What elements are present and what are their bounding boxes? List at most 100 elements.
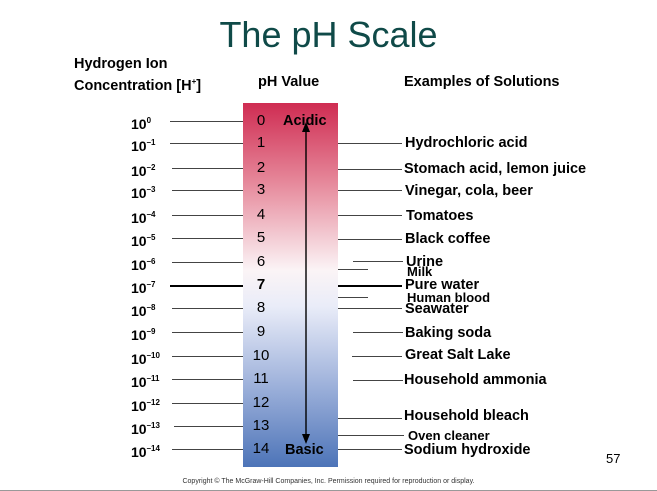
concentration-connector-line <box>172 403 243 404</box>
example-leader-line <box>338 143 402 144</box>
concentration-base: 10 <box>131 398 147 414</box>
example-leader-line <box>352 356 402 357</box>
concentration-label: 10–8 <box>131 300 155 319</box>
concentration-exponent: –3 <box>146 185 156 194</box>
concentration-connector-line <box>172 168 243 169</box>
ph-number: 2 <box>256 159 266 176</box>
concentration-base: 10 <box>131 303 147 319</box>
concentration-header-line1: Hydrogen Ion <box>74 56 168 72</box>
example-leader-line <box>338 297 368 298</box>
example-solution-label: Tomatoes <box>406 208 474 224</box>
concentration-base: 10 <box>131 374 147 390</box>
acidic-label: Acidic <box>283 113 327 129</box>
example-solution-label: Great Salt Lake <box>405 347 511 363</box>
copyright-notice: Copyright © The McGraw-Hill Companies, I… <box>182 478 475 485</box>
concentration-label: 10–4 <box>131 207 155 226</box>
concentration-connector-line <box>172 379 243 380</box>
concentration-exponent: –10 <box>146 351 160 360</box>
example-leader-line <box>338 418 402 419</box>
example-solution-label: Human blood <box>407 290 491 305</box>
example-solution-label: Household bleach <box>404 408 529 424</box>
ph-number: 3 <box>256 181 266 198</box>
concentration-base: 10 <box>131 185 147 201</box>
example-solution-label: Milk <box>407 264 433 279</box>
concentration-base: 10 <box>131 351 147 367</box>
concentration-connector-line <box>172 262 243 263</box>
example-leader-line <box>353 380 403 381</box>
concentration-label: 10–2 <box>131 160 155 179</box>
ph-number: 1 <box>256 134 266 151</box>
example-leader-line <box>338 285 402 287</box>
concentration-exponent: –8 <box>146 303 156 312</box>
concentration-header-text: Concentration [H <box>74 77 192 94</box>
concentration-exponent: –9 <box>146 327 156 336</box>
ph-value-header: pH Value <box>258 74 320 90</box>
ph-number: 12 <box>252 394 270 411</box>
example-leader-line <box>338 215 402 216</box>
concentration-base: 10 <box>131 421 147 437</box>
concentration-label: 10–10 <box>131 348 160 367</box>
concentration-base: 10 <box>131 163 147 179</box>
concentration-connector-line <box>170 143 243 144</box>
concentration-label: 10–5 <box>131 230 155 249</box>
ph-gradient-bar <box>243 103 338 467</box>
example-solution-label: Baking soda <box>405 325 492 341</box>
concentration-header: Hydrogen Ion Concentration [H+] <box>74 55 201 95</box>
concentration-exponent: –6 <box>146 257 156 266</box>
concentration-label: 10–7 <box>131 277 155 296</box>
example-solution-label: Hydrochloric acid <box>405 135 528 151</box>
concentration-base: 10 <box>131 210 147 226</box>
concentration-header-sup: + <box>191 77 197 86</box>
example-leader-line <box>338 449 402 450</box>
concentration-connector-line <box>172 238 243 239</box>
double-arrow-icon <box>302 122 310 444</box>
concentration-connector-line <box>172 190 243 191</box>
ph-number: 6 <box>256 253 266 270</box>
concentration-label: 10–3 <box>131 182 155 201</box>
concentration-exponent: –1 <box>146 138 156 147</box>
concentration-header-end: ] <box>196 77 202 94</box>
concentration-label: 100 <box>131 113 151 132</box>
ph-number: 13 <box>252 417 270 434</box>
basic-label: Basic <box>285 442 324 458</box>
ph-number: 5 <box>256 229 266 246</box>
concentration-exponent: 0 <box>146 116 152 125</box>
concentration-base: 10 <box>131 138 147 154</box>
example-solution-label: Black coffee <box>405 231 491 247</box>
concentration-base: 10 <box>131 280 147 296</box>
example-leader-line <box>338 239 402 240</box>
concentration-label: 10–9 <box>131 324 155 343</box>
ph-number: 10 <box>252 347 270 364</box>
concentration-exponent: –5 <box>146 233 156 242</box>
example-solution-label: Household ammonia <box>404 372 547 388</box>
concentration-header-line2: Concentration [H+] <box>74 73 201 95</box>
concentration-connector-line <box>174 426 243 427</box>
example-solution-label: Sodium hydroxide <box>404 442 531 458</box>
example-leader-line <box>338 269 368 270</box>
concentration-exponent: –13 <box>146 421 160 430</box>
ph-number: 4 <box>256 206 266 223</box>
example-solution-label: Oven cleaner <box>408 428 490 443</box>
page-title: The pH Scale <box>219 14 438 55</box>
example-solution-label: Urine <box>406 254 444 270</box>
example-solution-label: Stomach acid, lemon juice <box>404 161 587 177</box>
example-solution-label: Vinegar, cola, beer <box>405 183 533 199</box>
concentration-base: 10 <box>131 257 147 273</box>
concentration-connector-line <box>172 356 243 357</box>
concentration-connector-line <box>172 215 243 216</box>
example-leader-line <box>353 332 403 333</box>
concentration-exponent: –11 <box>146 374 160 383</box>
concentration-exponent: –2 <box>146 163 156 172</box>
ph-number: 0 <box>256 112 266 129</box>
concentration-base: 10 <box>131 233 147 249</box>
concentration-label: 10–14 <box>131 441 160 460</box>
example-leader-line <box>338 308 402 309</box>
example-leader-line <box>353 261 403 262</box>
concentration-label: 10–13 <box>131 418 160 437</box>
ph-number: 7 <box>256 276 266 293</box>
example-solution-label: Seawater <box>405 301 469 317</box>
ph-number: 11 <box>253 370 269 387</box>
concentration-label: 10–11 <box>131 371 159 390</box>
example-leader-line <box>338 435 404 436</box>
ph-number: 8 <box>256 299 266 316</box>
